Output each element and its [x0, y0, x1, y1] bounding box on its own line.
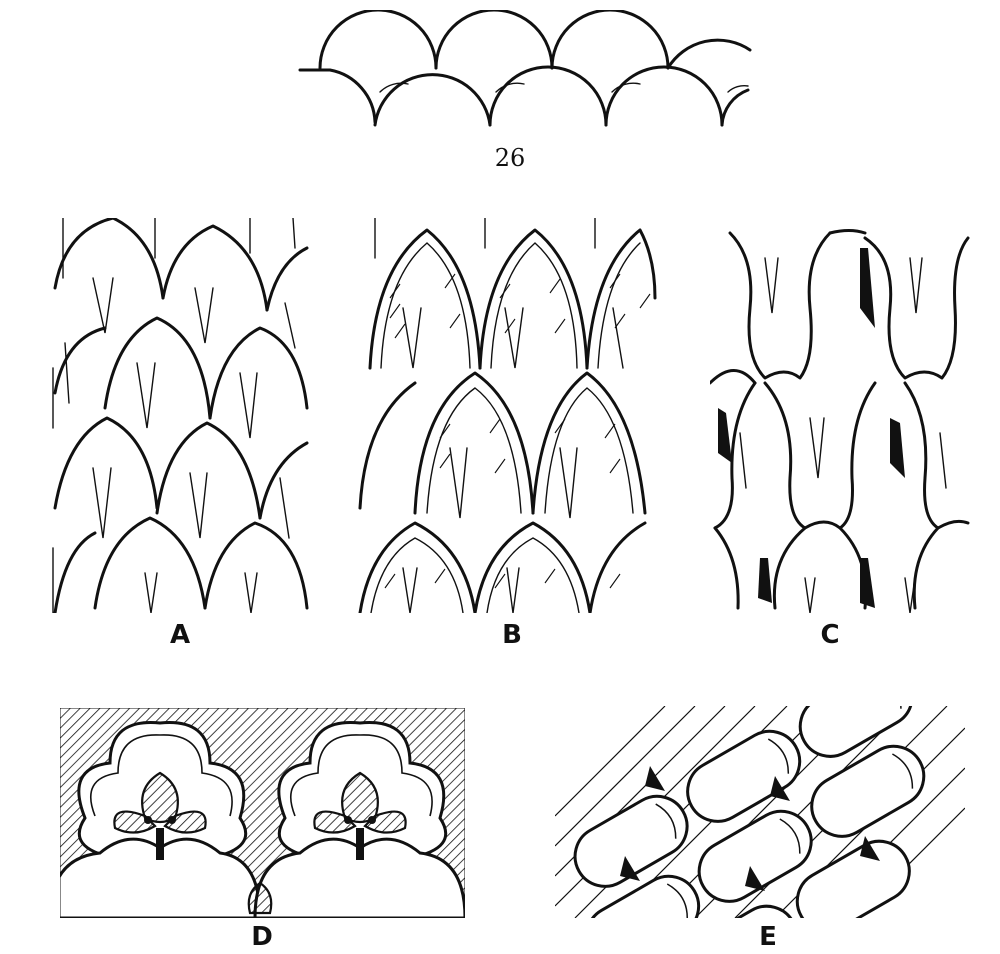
panel-b-label: B [502, 620, 522, 650]
panel-d-label: D [251, 922, 273, 952]
panel-c-label: C [820, 620, 840, 650]
panel-b-drawing [358, 218, 657, 613]
panel-d-drawing [60, 708, 465, 918]
panel-c-drawing [710, 229, 970, 613]
panel-a-label: A [169, 620, 191, 650]
panel-e-label: E [759, 922, 777, 952]
panel-e-drawing [555, 706, 965, 918]
figure-number: 26 [494, 144, 526, 172]
top-scale-strip [298, 10, 752, 127]
panel-a-drawing [52, 218, 309, 613]
